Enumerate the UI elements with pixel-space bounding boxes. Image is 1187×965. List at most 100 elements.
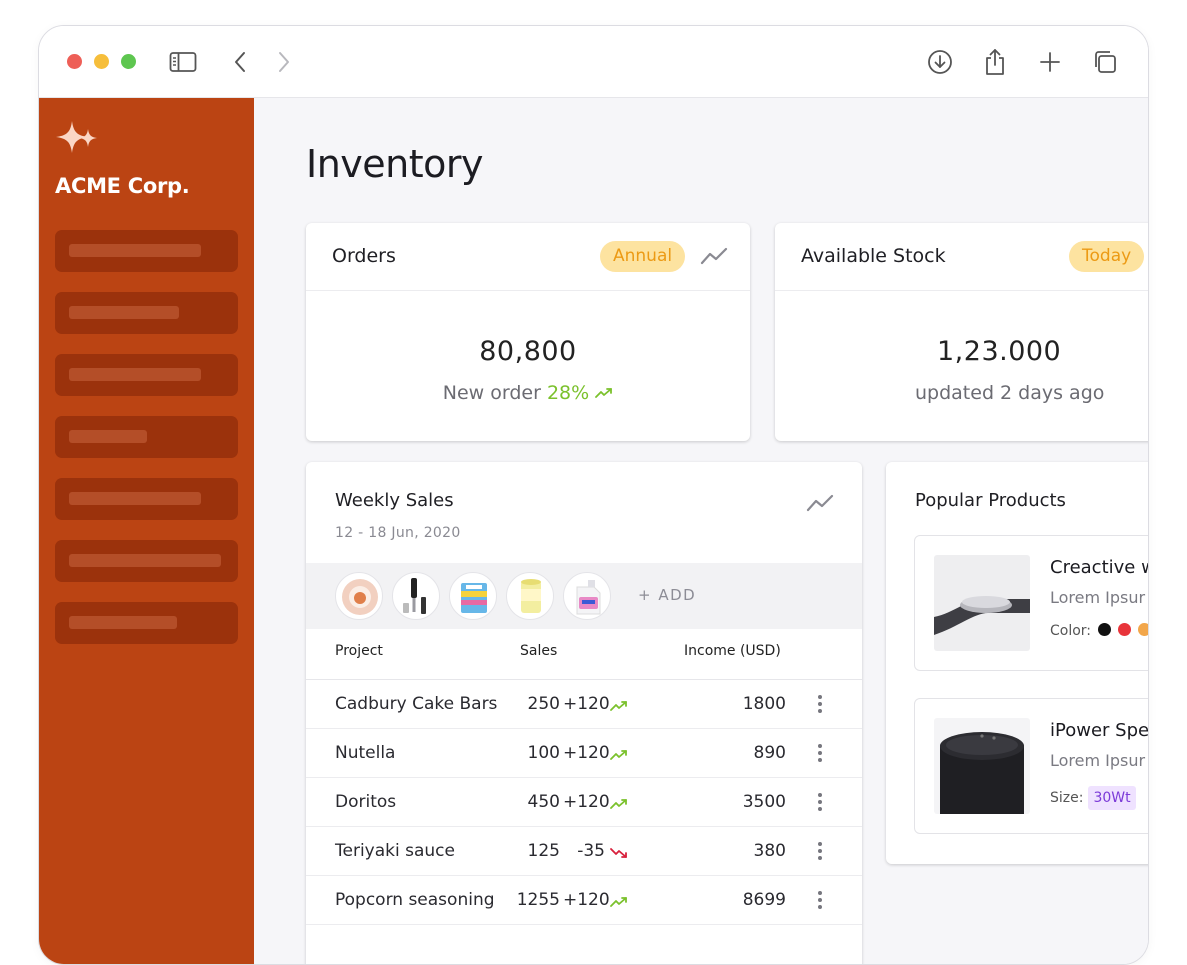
stock-subtext: updated 2 days ago	[915, 382, 1105, 404]
stock-title: Available Stock	[801, 245, 946, 267]
trend-up-icon	[610, 746, 628, 766]
color-swatch-red[interactable]	[1118, 623, 1132, 636]
weekly-sales-title: Weekly Sales	[335, 490, 454, 511]
product-desc: Lorem Ipsur	[1050, 588, 1146, 607]
row-project: Nutella	[335, 743, 396, 763]
more-options-icon[interactable]	[818, 891, 822, 912]
weekly-sales-card: Weekly Sales 12 - 18 Jun, 2020	[306, 462, 862, 964]
sidebar-item-1[interactable]	[55, 230, 238, 272]
page-title: Inventory	[306, 142, 484, 186]
browser-window: ACME Corp. Inventory Orders Annual 80,80…	[38, 25, 1149, 965]
table-row[interactable]: Cadbury Cake Bars 250 +120 1800	[306, 680, 862, 729]
column-sales[interactable]: Sales	[520, 643, 558, 659]
sidebar-item-6[interactable]	[55, 540, 238, 582]
row-income: 380	[753, 841, 786, 861]
table-row[interactable]: Popcorn seasoning 1255 +120 8699	[306, 876, 862, 925]
product-thumb-paper-roll[interactable]	[506, 572, 554, 620]
orders-change: 28%	[546, 382, 590, 404]
product-image-watch	[934, 555, 1030, 651]
row-change: +120	[563, 890, 610, 910]
product-card-speaker[interactable]: iPower Spe Lorem Ipsur Size: 30Wt	[914, 698, 1149, 834]
row-sales: 250	[527, 694, 560, 714]
row-project: Teriyaki sauce	[335, 841, 455, 861]
row-project: Doritos	[335, 792, 397, 812]
download-icon[interactable]	[924, 46, 956, 78]
titlebar	[39, 26, 1148, 98]
sparkle-icon	[55, 120, 101, 164]
sidebar-item-7[interactable]	[55, 602, 238, 644]
orders-value: 80,800	[479, 336, 577, 367]
more-options-icon[interactable]	[818, 842, 822, 863]
trend-up-icon	[610, 893, 628, 913]
sidebar-item-5[interactable]	[55, 478, 238, 520]
product-colors: Color:	[1050, 623, 1148, 639]
weekly-sales-date: 12 - 18 Jun, 2020	[335, 525, 461, 541]
product-thumb-detergent[interactable]	[563, 572, 611, 620]
popular-products-title: Popular Products	[915, 490, 1066, 511]
popular-products-card: Popular Products Creactive w Lorem Ipsur…	[886, 462, 1149, 864]
table-row[interactable]: Doritos 450 +120 3500	[306, 778, 862, 827]
orders-period-badge[interactable]: Annual	[600, 241, 686, 272]
product-image-speaker	[934, 718, 1030, 814]
trend-up-icon	[595, 382, 613, 404]
column-income[interactable]: Income (USD)	[684, 643, 781, 659]
stock-value: 1,23.000	[937, 336, 1062, 367]
minimize-window-button[interactable]	[94, 54, 109, 69]
trend-icon[interactable]	[700, 245, 728, 271]
main-content: Inventory Orders Annual 80,800 New order…	[254, 98, 1149, 964]
trend-icon[interactable]	[806, 492, 834, 518]
color-swatch-black[interactable]	[1098, 623, 1112, 636]
orders-title: Orders	[332, 245, 396, 267]
product-thumb-tissues[interactable]	[449, 572, 497, 620]
size-option[interactable]: 30Wt	[1088, 786, 1136, 810]
forward-icon[interactable]	[268, 46, 300, 78]
product-thumb-blender[interactable]	[392, 572, 440, 620]
product-desc: Lorem Ipsur	[1050, 751, 1146, 770]
stock-period-badge[interactable]: Today	[1069, 241, 1145, 272]
product-thumb-cake[interactable]	[335, 572, 383, 620]
row-income: 3500	[742, 792, 786, 812]
product-card-watch[interactable]: Creactive w Lorem Ipsur Color:	[914, 535, 1149, 671]
row-change: +120	[563, 792, 610, 812]
more-options-icon[interactable]	[818, 793, 822, 814]
trend-up-icon	[610, 795, 628, 815]
sidebar: ACME Corp.	[39, 98, 254, 964]
row-change: -35	[577, 841, 605, 861]
row-project: Popcorn seasoning	[335, 890, 495, 910]
plus-icon[interactable]	[1034, 46, 1066, 78]
trend-up-icon	[610, 697, 628, 717]
sidebar-toggle-icon[interactable]	[167, 46, 199, 78]
close-window-button[interactable]	[67, 54, 82, 69]
maximize-window-button[interactable]	[121, 54, 136, 69]
tabs-icon[interactable]	[1089, 46, 1121, 78]
row-income: 8699	[742, 890, 786, 910]
product-name: iPower Spe	[1050, 720, 1149, 741]
product-size: Size: 30Wt	[1050, 786, 1136, 810]
row-change: +120	[563, 694, 610, 714]
more-options-icon[interactable]	[818, 695, 822, 716]
table-row[interactable]: Nutella 100 +120 890	[306, 729, 862, 778]
sidebar-item-3[interactable]	[55, 354, 238, 396]
sidebar-item-2[interactable]	[55, 292, 238, 334]
share-icon[interactable]	[979, 46, 1011, 78]
row-change: +120	[563, 743, 610, 763]
back-icon[interactable]	[224, 46, 256, 78]
row-sales: 1255	[516, 890, 560, 910]
more-options-icon[interactable]	[818, 744, 822, 765]
product-thumbnails: + ADD	[306, 563, 862, 629]
orders-subtext: New order 28%	[306, 382, 750, 404]
stock-card: Available Stock Today 1,23.000 updated 2…	[775, 223, 1148, 441]
product-name: Creactive w	[1050, 557, 1149, 578]
add-product-button[interactable]: + ADD	[638, 586, 697, 604]
table-row[interactable]: Teriyaki sauce 125 -35 380	[306, 827, 862, 876]
row-sales: 450	[527, 792, 560, 812]
trend-down-icon	[610, 844, 628, 864]
row-project: Cadbury Cake Bars	[335, 694, 498, 714]
row-income: 890	[753, 743, 786, 763]
row-sales: 125	[527, 841, 560, 861]
row-income: 1800	[742, 694, 786, 714]
column-project[interactable]: Project	[335, 643, 383, 659]
color-swatch-orange[interactable]	[1138, 623, 1148, 636]
sidebar-item-4[interactable]	[55, 416, 238, 458]
brand-name: ACME Corp.	[55, 174, 190, 198]
